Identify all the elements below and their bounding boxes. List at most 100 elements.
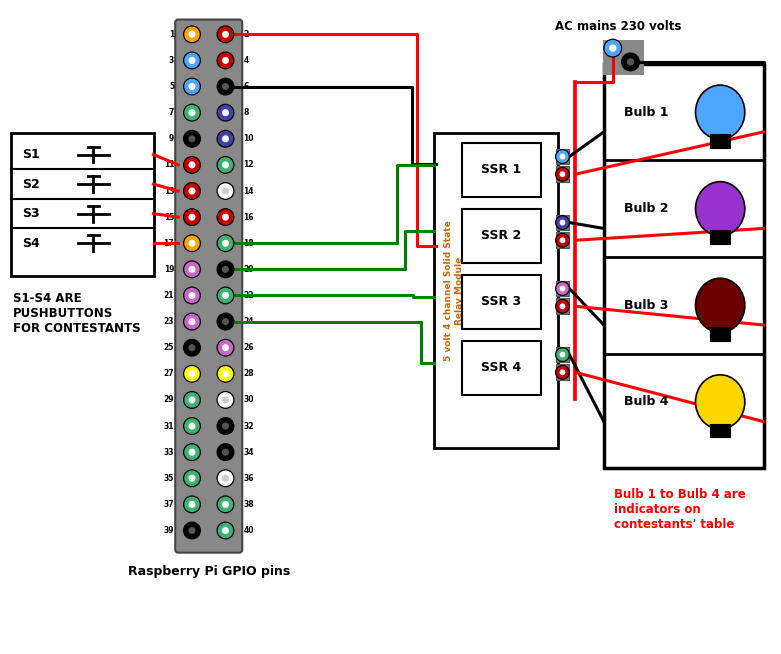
Circle shape bbox=[184, 130, 201, 147]
Text: 16: 16 bbox=[243, 213, 254, 222]
Circle shape bbox=[217, 156, 234, 173]
Circle shape bbox=[184, 496, 201, 513]
Bar bbox=[434, 133, 558, 448]
Circle shape bbox=[222, 396, 229, 404]
Circle shape bbox=[222, 83, 229, 90]
Ellipse shape bbox=[696, 375, 745, 429]
Text: 25: 25 bbox=[164, 343, 174, 353]
Text: 1: 1 bbox=[169, 30, 174, 39]
Circle shape bbox=[555, 348, 569, 362]
Bar bbox=[462, 275, 540, 329]
Circle shape bbox=[222, 135, 229, 143]
Text: Bulb 1 to Bulb 4 are
indicators on
contestants' table: Bulb 1 to Bulb 4 are indicators on conte… bbox=[614, 488, 746, 530]
Circle shape bbox=[555, 216, 569, 230]
Text: 15: 15 bbox=[164, 213, 174, 222]
Circle shape bbox=[188, 214, 195, 220]
Circle shape bbox=[184, 366, 201, 382]
Bar bbox=[462, 143, 540, 197]
Circle shape bbox=[217, 496, 234, 513]
Bar bbox=[462, 341, 540, 395]
Bar bbox=[710, 424, 730, 438]
Circle shape bbox=[217, 470, 234, 487]
Circle shape bbox=[222, 449, 229, 456]
Circle shape bbox=[188, 527, 195, 534]
Circle shape bbox=[184, 209, 201, 226]
Bar bbox=[710, 230, 730, 244]
Text: SSR 1: SSR 1 bbox=[481, 164, 522, 177]
Circle shape bbox=[217, 104, 234, 121]
Text: 18: 18 bbox=[243, 239, 254, 248]
Circle shape bbox=[184, 470, 201, 487]
Circle shape bbox=[184, 313, 201, 330]
Circle shape bbox=[560, 352, 565, 358]
Circle shape bbox=[188, 240, 195, 247]
Text: Bulb 2: Bulb 2 bbox=[623, 202, 668, 215]
Circle shape bbox=[184, 104, 201, 121]
Circle shape bbox=[222, 240, 229, 247]
Text: 10: 10 bbox=[243, 134, 254, 143]
Text: SSR 3: SSR 3 bbox=[481, 296, 522, 309]
Text: 24: 24 bbox=[243, 317, 254, 326]
Ellipse shape bbox=[696, 278, 745, 332]
Circle shape bbox=[222, 475, 229, 482]
Ellipse shape bbox=[696, 182, 745, 236]
Circle shape bbox=[604, 39, 622, 57]
Circle shape bbox=[188, 135, 195, 143]
Text: 29: 29 bbox=[164, 396, 174, 404]
Bar bbox=[555, 298, 569, 314]
Text: AC mains 230 volts: AC mains 230 volts bbox=[555, 20, 681, 33]
Text: 39: 39 bbox=[164, 526, 174, 535]
Circle shape bbox=[188, 57, 195, 64]
Circle shape bbox=[184, 392, 201, 408]
Circle shape bbox=[184, 235, 201, 252]
Text: 33: 33 bbox=[164, 447, 174, 456]
Text: 4: 4 bbox=[243, 56, 248, 65]
Circle shape bbox=[560, 154, 565, 160]
Circle shape bbox=[555, 300, 569, 313]
Circle shape bbox=[222, 292, 229, 299]
Text: 38: 38 bbox=[243, 500, 254, 509]
Circle shape bbox=[555, 167, 569, 181]
Circle shape bbox=[217, 261, 234, 278]
Text: 32: 32 bbox=[243, 422, 254, 430]
Circle shape bbox=[188, 109, 195, 116]
Text: 13: 13 bbox=[164, 186, 174, 196]
Circle shape bbox=[217, 339, 234, 356]
Bar bbox=[555, 215, 569, 230]
Circle shape bbox=[217, 392, 234, 408]
Circle shape bbox=[560, 220, 565, 226]
Text: 3: 3 bbox=[169, 56, 174, 65]
Circle shape bbox=[217, 235, 234, 252]
Circle shape bbox=[188, 344, 195, 351]
Text: S4: S4 bbox=[23, 237, 41, 250]
Bar bbox=[11, 133, 154, 276]
Text: 14: 14 bbox=[243, 186, 254, 196]
Circle shape bbox=[188, 449, 195, 456]
Text: 28: 28 bbox=[243, 370, 254, 378]
Text: 21: 21 bbox=[164, 291, 174, 300]
Text: SSR 2: SSR 2 bbox=[481, 230, 522, 243]
Circle shape bbox=[222, 214, 229, 220]
Text: 9: 9 bbox=[169, 134, 174, 143]
Circle shape bbox=[217, 418, 234, 434]
Circle shape bbox=[222, 31, 229, 38]
Text: 12: 12 bbox=[243, 160, 254, 169]
Text: Bulb 4: Bulb 4 bbox=[623, 396, 668, 408]
Text: 5 volt 4 channel Solid State
Relay Module: 5 volt 4 channel Solid State Relay Modul… bbox=[444, 220, 464, 361]
Circle shape bbox=[184, 261, 201, 278]
Circle shape bbox=[217, 52, 234, 69]
Bar bbox=[710, 134, 730, 148]
Circle shape bbox=[184, 339, 201, 356]
Bar bbox=[555, 232, 569, 248]
Text: 30: 30 bbox=[243, 396, 254, 404]
Circle shape bbox=[217, 182, 234, 199]
Circle shape bbox=[222, 318, 229, 325]
Circle shape bbox=[188, 162, 195, 169]
Bar bbox=[603, 41, 644, 75]
Circle shape bbox=[560, 370, 565, 375]
Bar bbox=[462, 209, 540, 263]
Circle shape bbox=[217, 287, 234, 304]
Circle shape bbox=[188, 188, 195, 194]
Circle shape bbox=[627, 58, 634, 65]
Circle shape bbox=[184, 287, 201, 304]
